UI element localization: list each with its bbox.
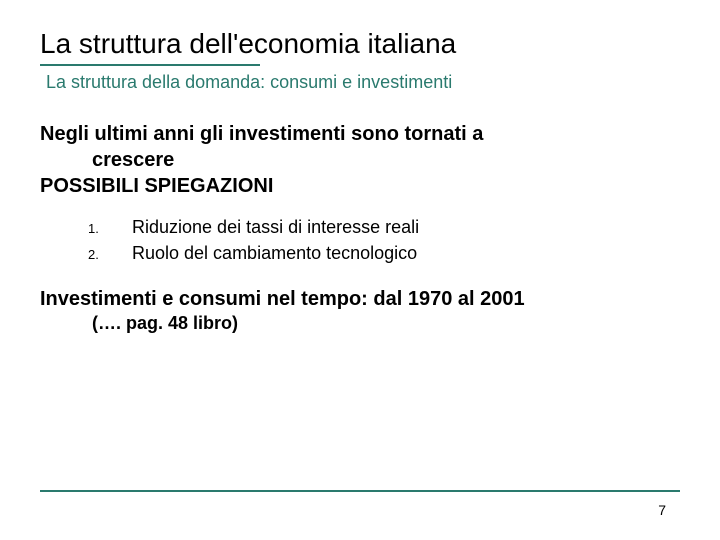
footer-divider bbox=[40, 490, 680, 492]
list-item: 2. Ruolo del cambiamento tecnologico bbox=[88, 240, 680, 266]
list-number: 2. bbox=[88, 246, 132, 265]
section-heading: Investimenti e consumi nel tempo: dal 19… bbox=[40, 288, 680, 311]
list-text: Ruolo del cambiamento tecnologico bbox=[132, 240, 417, 266]
slide-subtitle: La struttura della domanda: consumi e in… bbox=[46, 72, 680, 93]
page-number: 7 bbox=[658, 502, 666, 518]
body-subheading: POSSIBILI SPIEGAZIONI bbox=[40, 175, 680, 198]
body-heading-line1: Negli ultimi anni gli investimenti sono … bbox=[40, 123, 483, 145]
section-subtext: (…. pag. 48 libro) bbox=[92, 313, 680, 334]
title-underline bbox=[40, 64, 260, 66]
list-text: Riduzione dei tassi di interesse reali bbox=[132, 214, 419, 240]
list-item: 1. Riduzione dei tassi di interesse real… bbox=[88, 214, 680, 240]
numbered-list: 1. Riduzione dei tassi di interesse real… bbox=[88, 214, 680, 266]
body-heading: Negli ultimi anni gli investimenti sono … bbox=[40, 121, 680, 173]
body-heading-line2: crescere bbox=[92, 147, 680, 173]
slide-title: La struttura dell'economia italiana bbox=[40, 28, 680, 60]
list-number: 1. bbox=[88, 220, 132, 239]
